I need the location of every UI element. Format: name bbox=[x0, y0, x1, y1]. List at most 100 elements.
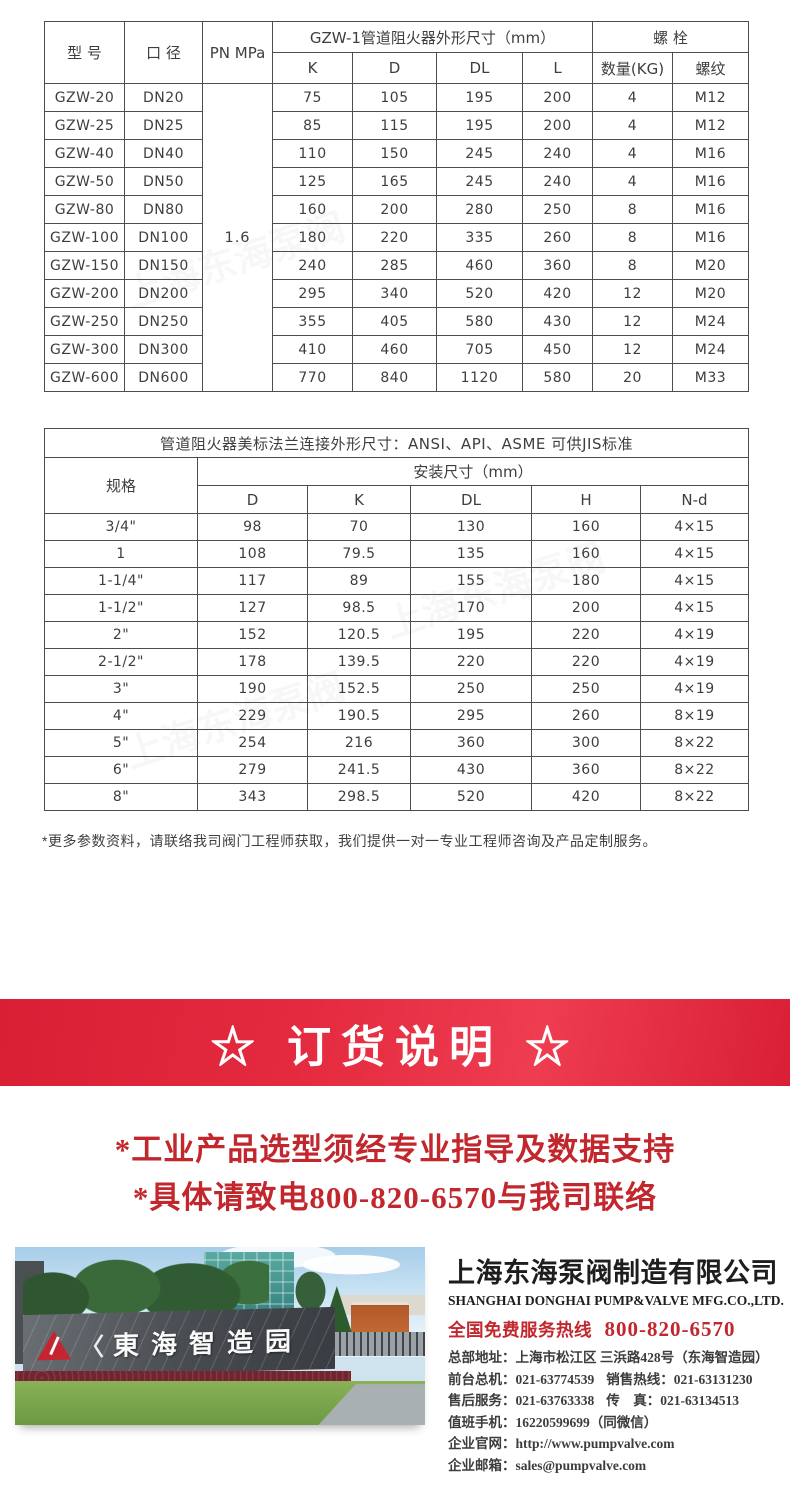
table-cell: 420 bbox=[522, 279, 593, 308]
table-cell: 4×19 bbox=[640, 648, 749, 676]
contact-line: 值班手机：16220599699（同微信） bbox=[448, 1412, 783, 1434]
table-row: GZW-50 DN50 125 165 245 240 4 M16 bbox=[44, 167, 749, 196]
hotline-number: 800-820-6570 bbox=[604, 1317, 736, 1341]
table-cell: 79.5 bbox=[307, 540, 411, 568]
table-cell: 430 bbox=[410, 756, 532, 784]
table-cell: 105 bbox=[352, 83, 437, 112]
table-cell: 360 bbox=[531, 756, 641, 784]
table-cell: 75 bbox=[272, 83, 353, 112]
column-header-model: 型 号 bbox=[44, 21, 125, 84]
table-cell: 360 bbox=[522, 251, 593, 280]
table-cell: 178 bbox=[197, 648, 308, 676]
table-cell: M20 bbox=[672, 279, 749, 308]
table-row: GZW-300 DN300 410 460 705 450 12 M24 bbox=[44, 335, 749, 364]
table-cell: 1-1/4" bbox=[44, 567, 198, 595]
table-cell: GZW-100 bbox=[44, 223, 125, 252]
column-header-d: D bbox=[352, 52, 437, 84]
table-cell: 4 bbox=[592, 139, 673, 168]
table-cell: 240 bbox=[272, 251, 353, 280]
table-cell: 410 bbox=[272, 335, 353, 364]
table-cell: 117 bbox=[197, 567, 308, 595]
table-cell: 250 bbox=[410, 675, 532, 703]
table-cell: 405 bbox=[352, 307, 437, 336]
table-cell: 300 bbox=[531, 729, 641, 757]
table-cell: GZW-80 bbox=[44, 195, 125, 224]
table-cell: 8" bbox=[44, 783, 198, 811]
table-cell: 3" bbox=[44, 675, 198, 703]
table-cell: 4 bbox=[592, 83, 673, 112]
table-cell: 139.5 bbox=[307, 648, 411, 676]
table-cell: 4×15 bbox=[640, 540, 749, 568]
table-cell: 240 bbox=[522, 139, 593, 168]
table-cell: 98 bbox=[197, 513, 308, 541]
contact-pair: 总部地址：上海市松江区 三浜路428号（东海智造园） bbox=[448, 1350, 769, 1365]
orange-building bbox=[351, 1302, 409, 1336]
table-row: GZW-20 DN20 1.6 75 105 195 200 4 M12 bbox=[44, 83, 749, 392]
table-cell: 280 bbox=[436, 195, 523, 224]
table-row: 2" 152 120.5 195 220 4×19 bbox=[44, 621, 749, 649]
contact-value[interactable]: http://www.pumpvalve.com bbox=[515, 1436, 675, 1451]
table-cell: 279 bbox=[197, 756, 308, 784]
table-cell: 165 bbox=[352, 167, 437, 196]
table-cell: 285 bbox=[352, 251, 437, 280]
contact-label: 企业邮箱： bbox=[448, 1457, 516, 1473]
table-cell: GZW-250 bbox=[44, 307, 125, 336]
table-cell: 8×22 bbox=[640, 756, 749, 784]
ansi-flange-table: 管道阻火器美标法兰连接外形尺寸：ANSI、API、ASME 可供JIS标准 规格… bbox=[44, 428, 749, 811]
table-cell: 85 bbox=[272, 111, 353, 140]
table-row: GZW-150 DN150 240 285 460 360 8 M20 bbox=[44, 251, 749, 280]
contact-value[interactable]: sales@pumpvalve.com bbox=[515, 1457, 647, 1473]
table-cell: 180 bbox=[531, 567, 641, 595]
table-cell: M24 bbox=[672, 335, 749, 364]
table-cell: 4 bbox=[592, 111, 673, 140]
table-cell: M24 bbox=[672, 307, 749, 336]
table-cell: 152.5 bbox=[307, 675, 411, 703]
contact-pair: 企业邮箱：sales@pumpvalve.com bbox=[448, 1458, 646, 1473]
table-cell: M12 bbox=[672, 111, 749, 140]
company-name-en: SHANGHAI DONGHAI PUMP&VALVE MFG.CO.,LTD. bbox=[448, 1293, 784, 1308]
table-cell: 2" bbox=[44, 621, 198, 649]
table-cell: 160 bbox=[531, 513, 641, 541]
column-header-l: L bbox=[522, 52, 593, 84]
notice-line-1: *工业产品选型须经专业指导及数据支持 bbox=[114, 1132, 676, 1167]
table-cell: 115 bbox=[352, 111, 437, 140]
table-cell: 12 bbox=[592, 279, 673, 308]
column-header-dn: 口 径 bbox=[124, 21, 203, 84]
table-cell: DN150 bbox=[124, 251, 203, 280]
table-title-row: 管道阻火器美标法兰连接外形尺寸：ANSI、API、ASME 可供JIS标准 bbox=[44, 428, 749, 458]
table-cell: 190.5 bbox=[307, 702, 411, 730]
table2-group-title: 安装尺寸（mm） bbox=[197, 457, 749, 486]
table-cell: GZW-40 bbox=[44, 139, 125, 168]
contact-line: 前台总机：021-63774539 销售热线：021-63131230 bbox=[448, 1369, 783, 1391]
company-name-cn: 上海东海泵阀制造有限公司 bbox=[448, 1258, 778, 1288]
table-cell: 245 bbox=[436, 167, 523, 196]
table-cell: 200 bbox=[352, 195, 437, 224]
table-row: 1-1/4" 117 89 155 180 4×15 bbox=[44, 567, 749, 595]
column-header-bolt-qty: 数量(KG) bbox=[592, 52, 673, 84]
table-row: 1 108 79.5 135 160 4×15 bbox=[44, 540, 749, 568]
contact-value: 021-63763338 bbox=[515, 1393, 595, 1408]
hotline-label: 全国免费服务热线 bbox=[448, 1320, 592, 1340]
table-subheader-row: K D DL L 数量(KG) 螺纹 bbox=[45, 52, 749, 84]
sign-content: 〈 東海智造园 bbox=[23, 1320, 303, 1364]
selection-notice: *工业产品选型须经专业指导及数据支持 *具体请致电800-820-6570与我司… bbox=[0, 1126, 790, 1222]
table-cell: 200 bbox=[522, 83, 593, 112]
column-header-bolt-thread: 螺纹 bbox=[672, 52, 749, 84]
contact-label: 值班手机： bbox=[448, 1414, 516, 1430]
column-header-pn: PN MPa bbox=[202, 21, 273, 84]
table-cell: DN300 bbox=[124, 335, 203, 364]
table-cell: 200 bbox=[522, 111, 593, 140]
table-cell: M20 bbox=[672, 251, 749, 280]
table-cell: GZW-300 bbox=[44, 335, 125, 364]
column-header-k: K bbox=[272, 52, 353, 84]
table-cell: 1120 bbox=[436, 363, 523, 392]
table-subheader-row: D K DL H N-d bbox=[45, 485, 749, 514]
table-cell: 5" bbox=[44, 729, 198, 757]
table-cell: 125 bbox=[272, 167, 353, 196]
donghai-logo-icon bbox=[37, 1331, 71, 1361]
table-cell: 430 bbox=[522, 307, 593, 336]
table-cell: 108 bbox=[197, 540, 308, 568]
table-cell: 520 bbox=[410, 783, 532, 811]
table-cell: 180 bbox=[272, 223, 353, 252]
table-row: GZW-600 DN600 770 840 1120 580 20 M33 bbox=[44, 363, 749, 392]
